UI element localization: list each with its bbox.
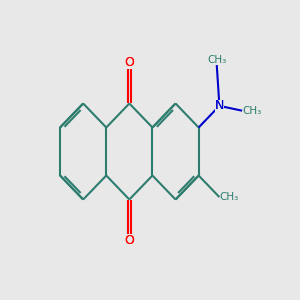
Text: O: O	[124, 56, 134, 69]
Text: N: N	[215, 99, 224, 112]
Text: CH₃: CH₃	[219, 192, 239, 202]
Text: O: O	[124, 234, 134, 247]
Text: O: O	[124, 234, 134, 247]
FancyBboxPatch shape	[124, 56, 135, 69]
Text: CH₃: CH₃	[207, 55, 226, 65]
Text: O: O	[124, 56, 134, 69]
FancyBboxPatch shape	[215, 100, 224, 112]
FancyBboxPatch shape	[124, 234, 135, 247]
Text: N: N	[215, 99, 224, 112]
Text: CH₃: CH₃	[242, 106, 261, 116]
